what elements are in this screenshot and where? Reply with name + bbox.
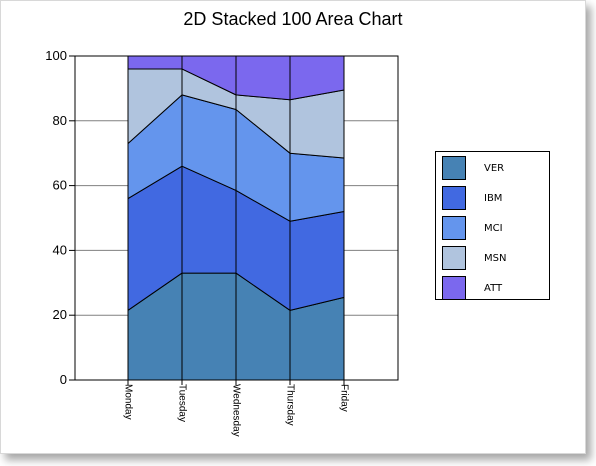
y-tick-label: 60 [53, 178, 67, 193]
y-tick-label: 100 [45, 48, 67, 63]
y-tick-label: 40 [53, 242, 67, 257]
x-tick-label: Friday [338, 384, 349, 412]
y-tick-label: 80 [53, 113, 67, 128]
legend-swatch [442, 246, 466, 270]
chart-frame: 2D Stacked 100 Area Chart 0 20 40 60 80 100 M… [0, 0, 586, 454]
chart-legend: VER IBM MCI MSN ATT [435, 151, 550, 300]
legend-item: ATT [442, 276, 547, 302]
y-tick-label: 20 [53, 307, 67, 322]
legend-swatch [442, 216, 466, 240]
legend-label: MSN [484, 253, 507, 264]
legend-swatch [442, 186, 466, 210]
legend-label: MCI [484, 223, 503, 234]
legend-swatch [442, 276, 466, 300]
legend-label: IBM [484, 193, 503, 204]
legend-item: IBM [442, 186, 547, 212]
legend-item: MSN [442, 246, 547, 272]
x-tick-label: Tuesday [176, 384, 187, 422]
legend-swatch [442, 156, 466, 180]
x-tick-label: Monday [122, 384, 133, 420]
plot-border [74, 55, 399, 381]
legend-label: ATT [484, 283, 503, 294]
y-tick-label: 0 [60, 372, 67, 387]
legend-item: MCI [442, 216, 547, 242]
legend-item: VER [442, 156, 547, 182]
x-tick-label: Wednesday [230, 384, 241, 437]
chart-plot: 0 20 40 60 80 100 Monday Tuesday Wednesday Thurs… [45, 48, 399, 437]
x-tick-label: Thursday [284, 384, 295, 426]
chart-title: 2D Stacked 100 Area Chart [183, 9, 403, 29]
legend-label: VER [484, 163, 505, 174]
